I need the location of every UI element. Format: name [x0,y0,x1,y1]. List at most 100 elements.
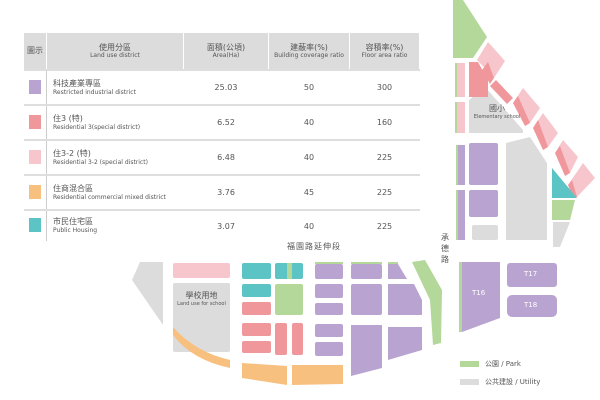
header-label: 建蔽率(%) [290,42,328,52]
industrial-parcel [315,342,343,356]
far-cell: 160 [349,104,420,140]
legend-utility-label: 公共建設 / Utility [485,378,541,386]
coverage-cell: 40 [268,139,350,175]
color-swatch [29,218,41,232]
road-label-fuyuan: 福園路延伸段 [287,242,341,251]
public-housing-parcel [242,284,271,297]
park-parcel [453,0,487,58]
table-row: 住3-2 (特) Residential 3-2 (special distric… [24,139,420,175]
col-area: 面積(公頃) Area(Ha) [183,33,269,70]
color-swatch [29,114,41,129]
industrial-parcel [507,263,557,287]
col-district: 使用分區 Land use district [46,33,184,70]
district-cell: 市民住宅區 Public Housing [46,209,184,241]
residential-3-2-parcel [533,113,558,147]
district-name-zh: 市民住宅區 [53,217,93,227]
district-name-zh: 科技產業專區 [53,78,101,88]
industrial-parcel [315,264,343,279]
residential-3-parcel [490,80,513,104]
header-label-en: Building coverage ratio [274,52,344,60]
color-swatch [29,184,41,199]
park-parcel [455,102,457,133]
legend-cell [24,209,47,241]
area-cell: 3.07 [183,209,269,241]
col-coverage: 建蔽率(%) Building coverage ratio [268,33,350,70]
residential-3-parcel [513,96,530,126]
color-swatch [29,149,41,164]
park-strip [388,262,398,264]
table-row: 住商混合區 Residential commercial mixed distri… [24,174,420,210]
district-cell: 科技產業專區 Restricted industrial district [46,69,184,105]
residential-3-parcel [469,62,488,97]
utility-parcel [506,137,547,240]
residential-3-2-parcel [513,88,540,123]
park-parcel [287,263,292,279]
industrial-parcel [458,190,465,240]
residential-3-2-parcel [477,42,505,78]
industrial-parcel [469,143,498,185]
public-housing-parcel [552,168,577,198]
legend-utility-swatch [460,379,479,385]
far-cell: 225 [349,209,420,241]
utility-parcel [132,262,163,325]
district-name-zh: 住商混合區 [53,183,93,193]
industrial-parcel [351,264,382,279]
school-label: 學校用地 Land use for school [173,290,230,307]
residential-3-parcel [242,302,271,315]
park-parcel [412,260,442,345]
industrial-parcel [315,303,343,315]
header-label: 面積(公頃) [206,42,246,52]
legend-park-swatch [460,361,479,367]
elementary-school-label: 國小 Elementary school [469,103,525,120]
legend-park-label: 公園 / Park [485,360,521,368]
school-label-zh: 學校用地 [185,291,218,300]
parcel-label-t16: T16 [472,289,486,297]
far-cell: 300 [349,69,420,105]
school-parcel [173,283,230,352]
industrial-parcel [469,190,498,217]
header-label: 圖示 [27,46,43,56]
residential-3-2-parcel [455,102,465,133]
legend-cell [24,174,47,210]
header-label-en: Floor area ratio [361,52,408,60]
district-cell: 住商混合區 Residential commercial mixed distri… [46,174,184,210]
park-parcel [456,145,458,185]
area-cell: 6.48 [183,139,269,175]
coverage-cell: 45 [268,174,350,210]
residential-3-2-parcel [568,163,595,197]
area-cell: 25.03 [183,69,269,105]
residential-3-parcel [568,180,577,198]
industrial-parcel [388,284,422,315]
industrial-parcel [507,295,557,317]
district-name-en: Residential 3-2 (special district) [53,158,148,166]
district-cell: 住3-2 (特) Residential 3-2 (special distric… [46,139,184,175]
far-cell: 225 [349,139,420,175]
legend-cell [24,104,47,140]
park-strip [315,262,343,264]
residential-3-parcel [482,62,494,84]
residential-3-parcel [275,323,287,355]
header-label-en: Land use district [90,52,140,60]
land-use-table: 圖示 使用分區 Land use district 面積(公頃) Area(Ha) … [24,33,420,241]
residential-3-2-parcel [455,63,465,97]
mixed-use-parcel [173,327,230,368]
header-label-en: Area(Ha) [212,52,240,60]
elementary-label-en: Elementary school [473,114,521,120]
table-row: 科技產業專區 Restricted industrial district 25.… [24,69,420,105]
residential-3-parcel [533,120,548,150]
legend-cell [24,139,47,175]
district-cell: 住3 (特) Residential 3(special district) [46,104,184,140]
road-label-chengde: 承德路 [441,233,449,264]
district-name-en: Restricted industrial district [53,88,136,96]
coverage-cell: 40 [268,209,350,241]
industrial-parcel [458,145,465,185]
industrial-parcel [388,327,422,360]
park-strip [351,262,382,264]
area-cell: 3.76 [183,174,269,210]
park-parcel [275,284,303,315]
col-far: 容積率(%) Floor area ratio [349,33,420,70]
school-label-en: Land use for school [177,301,226,307]
district-name-zh: 住3 (特) [53,113,83,123]
utility-parcel [553,222,570,247]
